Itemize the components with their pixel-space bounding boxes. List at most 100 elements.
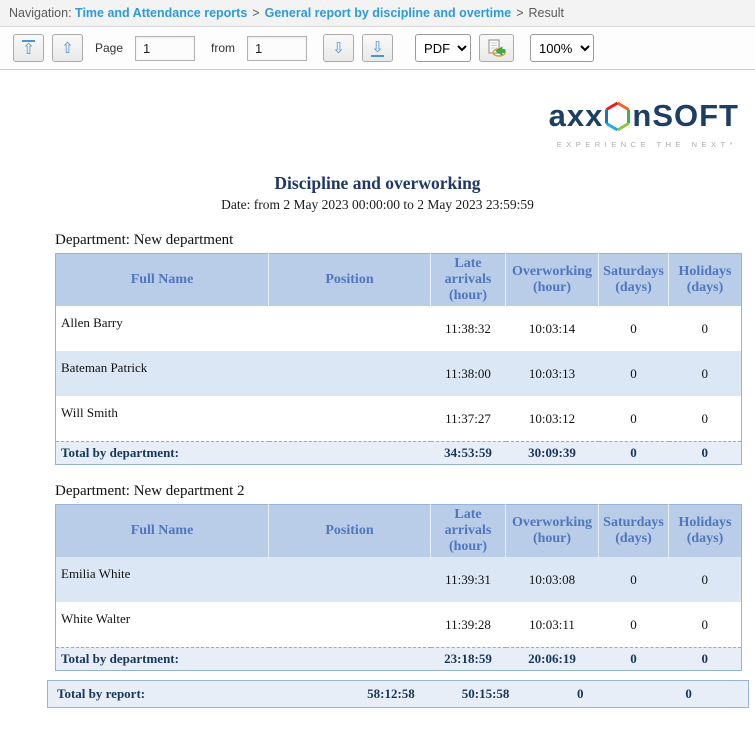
cell-overworking: 10:03:11 bbox=[506, 602, 599, 647]
last-page-button[interactable]: ⇩ bbox=[362, 34, 393, 62]
page-number-input[interactable] bbox=[135, 36, 195, 61]
table-row: Emilia White 11:39:31 10:03:08 0 0 bbox=[56, 557, 742, 602]
cell-full-name: Emilia White bbox=[56, 557, 269, 602]
total-late: 23:18:59 bbox=[431, 647, 506, 670]
cell-holidays: 0 bbox=[669, 557, 742, 602]
cell-overworking: 10:03:14 bbox=[506, 306, 599, 351]
report-page: axx nSOFT EXPERIENCE THE NEXT* Disciplin… bbox=[0, 100, 755, 708]
breadcrumb: Navigation: Time and Attendance reports … bbox=[0, 0, 755, 27]
total-saturdays: 0 bbox=[599, 441, 669, 464]
report-total-saturdays: 0 bbox=[531, 680, 629, 707]
breadcrumb-separator: > bbox=[516, 6, 523, 20]
total-holidays: 0 bbox=[669, 647, 742, 670]
cell-position bbox=[269, 396, 431, 441]
total-holidays: 0 bbox=[669, 441, 742, 464]
column-header-holidays: Holidays (days) bbox=[669, 504, 742, 557]
report-total-overworking: 50:15:58 bbox=[440, 680, 531, 707]
cell-position bbox=[269, 306, 431, 351]
report-title: Discipline and overworking bbox=[0, 173, 755, 194]
logo-text-soft: SOFT bbox=[652, 100, 739, 131]
column-header-late: Late arrivals (hour) bbox=[431, 253, 506, 306]
previous-page-button[interactable]: ⇧ bbox=[52, 34, 83, 62]
column-header-position: Position bbox=[269, 253, 431, 306]
cell-holidays: 0 bbox=[669, 351, 742, 396]
arrow-down-icon: ⇩ bbox=[332, 41, 345, 56]
breadcrumb-link-time-attendance[interactable]: Time and Attendance reports bbox=[75, 6, 247, 20]
cell-overworking: 10:03:12 bbox=[506, 396, 599, 441]
report-total-label: Total by report: bbox=[48, 680, 342, 707]
cell-position bbox=[269, 557, 431, 602]
report-total-row: Total by report: 58:12:58 50:15:58 0 0 bbox=[47, 680, 749, 708]
export-report-icon bbox=[487, 39, 507, 57]
total-saturdays: 0 bbox=[599, 647, 669, 670]
hexagon-logo-icon bbox=[604, 101, 631, 132]
cell-position bbox=[269, 602, 431, 647]
breadcrumb-label: Navigation: bbox=[9, 6, 72, 20]
arrow-up-to-bar-icon: ⇧ bbox=[22, 40, 35, 57]
cell-saturdays: 0 bbox=[599, 351, 669, 396]
cell-saturdays: 0 bbox=[599, 602, 669, 647]
total-label: Total by department: bbox=[56, 441, 269, 464]
total-overworking: 20:06:19 bbox=[506, 647, 599, 670]
cell-full-name: White Walter bbox=[56, 602, 269, 647]
department-total-row: Total by department: 23:18:59 20:06:19 0… bbox=[56, 647, 742, 670]
logo-text-axx: axx bbox=[549, 100, 604, 131]
column-header-saturdays: Saturdays (days) bbox=[599, 504, 669, 557]
cell-late: 11:38:32 bbox=[431, 306, 506, 351]
table-row: Will Smith 11:37:27 10:03:12 0 0 bbox=[56, 396, 742, 441]
total-late: 34:53:59 bbox=[431, 441, 506, 464]
page-label: Page bbox=[95, 41, 123, 55]
arrow-up-icon: ⇧ bbox=[61, 41, 74, 56]
column-header-late: Late arrivals (hour) bbox=[431, 504, 506, 557]
cell-late: 11:39:28 bbox=[431, 602, 506, 647]
breadcrumb-link-general-report[interactable]: General report by discipline and overtim… bbox=[265, 6, 512, 20]
logo-tagline: EXPERIENCE THE NEXT* bbox=[549, 140, 739, 149]
first-page-button[interactable]: ⇧ bbox=[13, 34, 44, 62]
department-table-2: Full Name Position Late arrivals (hour) … bbox=[55, 504, 742, 671]
export-format-select[interactable]: PDF bbox=[415, 34, 471, 62]
breadcrumb-current: Result bbox=[529, 6, 564, 20]
department-total-row: Total by department: 34:53:59 30:09:39 0… bbox=[56, 441, 742, 464]
cell-late: 11:37:27 bbox=[431, 396, 506, 441]
table-row: Allen Barry 11:38:32 10:03:14 0 0 bbox=[56, 306, 742, 351]
cell-saturdays: 0 bbox=[599, 557, 669, 602]
breadcrumb-separator: > bbox=[252, 6, 259, 20]
zoom-level-select[interactable]: 100% bbox=[530, 34, 594, 62]
table-row: White Walter 11:39:28 10:03:11 0 0 bbox=[56, 602, 742, 647]
cell-holidays: 0 bbox=[669, 602, 742, 647]
cell-holidays: 0 bbox=[669, 306, 742, 351]
department-label: Department: New department 2 bbox=[55, 483, 755, 500]
cell-full-name: Will Smith bbox=[56, 396, 269, 441]
report-total-late: 58:12:58 bbox=[342, 680, 440, 707]
cell-saturdays: 0 bbox=[599, 306, 669, 351]
logo-text-n: n bbox=[632, 100, 652, 131]
cell-holidays: 0 bbox=[669, 396, 742, 441]
report-toolbar: ⇧ ⇧ Page from ⇩ ⇩ PDF 100% bbox=[0, 27, 755, 70]
next-page-button[interactable]: ⇩ bbox=[323, 34, 354, 62]
column-header-overworking: Overworking (hour) bbox=[506, 504, 599, 557]
total-overworking: 30:09:39 bbox=[506, 441, 599, 464]
table-row: Bateman Patrick 11:38:00 10:03:13 0 0 bbox=[56, 351, 742, 396]
axxonsoft-logo: axx nSOFT EXPERIENCE THE NEXT* bbox=[549, 100, 739, 149]
report-date-range: Date: from 2 May 2023 00:00:00 to 2 May … bbox=[213, 197, 543, 214]
column-header-full-name: Full Name bbox=[56, 253, 269, 306]
department-table-1: Full Name Position Late arrivals (hour) … bbox=[55, 253, 742, 465]
cell-full-name: Bateman Patrick bbox=[56, 351, 269, 396]
column-header-overworking: Overworking (hour) bbox=[506, 253, 599, 306]
column-header-saturdays: Saturdays (days) bbox=[599, 253, 669, 306]
arrow-down-to-bar-icon: ⇩ bbox=[371, 40, 384, 57]
total-pages-input[interactable] bbox=[247, 36, 307, 61]
table-header-row: Full Name Position Late arrivals (hour) … bbox=[56, 504, 742, 557]
from-label: from bbox=[211, 41, 235, 55]
column-header-position: Position bbox=[269, 504, 431, 557]
cell-full-name: Allen Barry bbox=[56, 306, 269, 351]
department-label: Department: New department bbox=[55, 232, 755, 249]
column-header-holidays: Holidays (days) bbox=[669, 253, 742, 306]
cell-late: 11:38:00 bbox=[431, 351, 506, 396]
export-button[interactable] bbox=[479, 34, 514, 62]
total-label: Total by department: bbox=[56, 647, 269, 670]
cell-late: 11:39:31 bbox=[431, 557, 506, 602]
cell-overworking: 10:03:08 bbox=[506, 557, 599, 602]
report-total-holidays: 0 bbox=[629, 680, 748, 707]
column-header-full-name: Full Name bbox=[56, 504, 269, 557]
